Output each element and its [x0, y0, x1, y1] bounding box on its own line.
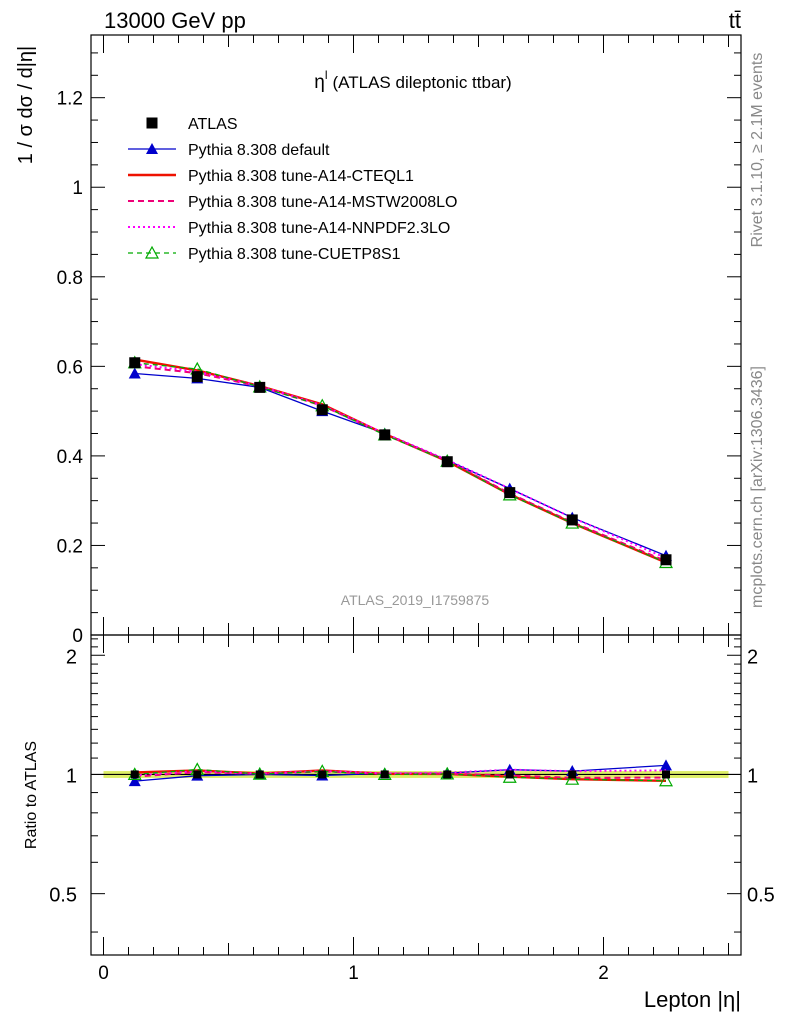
data-point-atlas: [660, 554, 672, 566]
ratio-y-tick-label-right: 0.5: [747, 885, 775, 907]
series-line-pythia-8-308-tune-a14-cteql1: [134, 358, 667, 564]
main-y-tick-label: 0: [72, 626, 83, 647]
data-point-atlas: [254, 381, 266, 393]
main-panel: 0 0.2 0.4 0.6 0.8 1 1.2 1 / σ dσ / d|η| ηl (ATL…: [15, 34, 742, 647]
data-point-atlas: [129, 357, 141, 369]
plot-title-superscript: l: [325, 68, 328, 82]
ratio-point-atlas: [318, 770, 327, 779]
legend-label-pythia-8-308-tune-a14-mstw2008lo: Pythia 8.308 tune-A14-MSTW2008LO: [188, 194, 457, 211]
ratio-line-pythia-8-308-tune-cuetp8s1: [134, 768, 667, 782]
x-axis-label: Lepton |η|: [644, 987, 741, 1012]
series-line-pythia-8-308-tune-a14-mstw2008lo: [134, 365, 667, 563]
ratio-point-atlas: [662, 770, 670, 779]
ratio-y-tick-label: 1: [66, 765, 77, 787]
ratio-point-pythia-8-308-default: [128, 775, 141, 787]
legend-marker-pythia-8-308-default: [146, 143, 158, 154]
ratio-point-pythia-8-308-tune-cuetp8s1: [658, 773, 674, 787]
legend-marker-atlas: [146, 117, 158, 129]
legend-label-pythia-8-308-tune-cuetp8s1: Pythia 8.308 tune-CUETP8S1: [188, 246, 401, 263]
data-point-atlas: [379, 429, 391, 441]
ratio-point-atlas: [130, 770, 139, 779]
ratio-y-axis-label: Ratio to ATLAS: [23, 741, 40, 849]
plot-title-rest: (ATLAS dileptonic ttbar): [333, 73, 512, 92]
rivet-version-text: Rivet 3.1.10, ≥ 2.1M events: [749, 53, 766, 248]
main-y-tick-label: 0.2: [57, 536, 83, 557]
main-y-tick-label: 1.2: [57, 89, 83, 110]
ratio-point-atlas: [443, 770, 452, 779]
main-y-tick-label: 0.4: [57, 447, 84, 468]
x-tick-label: 0: [98, 963, 109, 984]
legend-label-pythia-8-308-tune-a14-nnpdf2-3lo: Pythia 8.308 tune-A14-NNPDF2.3LO: [188, 220, 450, 237]
ratio-y-tick-label-right: 1: [747, 765, 758, 787]
energy-label: 13000 GeV pp: [104, 8, 246, 33]
ratio-point-atlas: [380, 770, 389, 779]
ratio-panel-frame: [90, 634, 742, 956]
main-y-tick-label: 0.8: [57, 268, 83, 289]
main-y-tick-label: 1: [72, 178, 83, 199]
ratio-point-atlas: [568, 770, 577, 779]
data-point-atlas: [191, 371, 203, 383]
ratio-point-atlas: [505, 770, 514, 779]
ratio-axis-ticks: [91, 635, 741, 955]
data-point-atlas: [566, 514, 578, 526]
plot-title-main: η: [314, 72, 325, 93]
ratio-point-atlas: [193, 770, 202, 779]
analysis-watermark: ATLAS_2019_I1759875: [341, 592, 490, 608]
ratio-y-tick-labels: 0.5 0.5 1 1 2 2: [49, 646, 775, 906]
plot-title: ηl (ATLAS dileptonic ttbar): [314, 68, 511, 93]
main-y-tick-label: 0.6: [57, 357, 83, 378]
process-label: tt̄: [729, 8, 741, 33]
legend-label-pythia-8-308-tune-a14-cteql1: Pythia 8.308 tune-A14-CTEQL1: [188, 168, 414, 185]
series-line-pythia-8-308-tune-cuetp8s1: [134, 362, 667, 564]
ratio-point-pythia-8-308-default: [660, 759, 672, 771]
legend-marker-pythia-8-308-tune-cuetp8s1: [144, 245, 160, 259]
legend-label-pythia-8-308-default: Pythia 8.308 default: [188, 142, 330, 159]
ratio-series-group: [127, 759, 674, 787]
legend: ATLAS Pythia 8.308 default Pythia 8.308 tu…: [128, 116, 457, 263]
main-series-group: [127, 355, 674, 569]
x-tick-label: 2: [598, 963, 609, 984]
data-point-pythia-8-308-default: [128, 367, 141, 379]
main-y-axis-label: 1 / σ dσ / d|η|: [15, 46, 37, 164]
main-y-tick-labels: 0 0.2 0.4 0.6 0.8 1 1.2: [57, 89, 84, 647]
ratio-panel: 0.5 0.5 1 1 2 2 Ratio to ATLAS 0 1 2 Lepton |η|: [23, 634, 775, 1012]
data-point-atlas: [316, 404, 328, 416]
main-axis-ticks: [91, 35, 741, 636]
x-tick-labels: 0 1 2: [98, 963, 609, 984]
legend-label-atlas: ATLAS: [188, 116, 238, 133]
ratio-y-tick-label-right: 2: [747, 646, 758, 668]
ratio-y-tick-label: 0.5: [49, 885, 77, 907]
x-tick-label: 1: [348, 963, 359, 984]
ratio-y-tick-label: 2: [66, 646, 77, 668]
data-point-atlas: [441, 456, 453, 468]
mcplots-reference-text: mcplots.cern.ch [arXiv:1306.3436]: [749, 366, 766, 608]
ratio-point-pythia-8-308-tune-cuetp8s1: [565, 771, 580, 785]
ratio-point-atlas: [255, 770, 264, 779]
data-point-atlas: [504, 487, 516, 499]
